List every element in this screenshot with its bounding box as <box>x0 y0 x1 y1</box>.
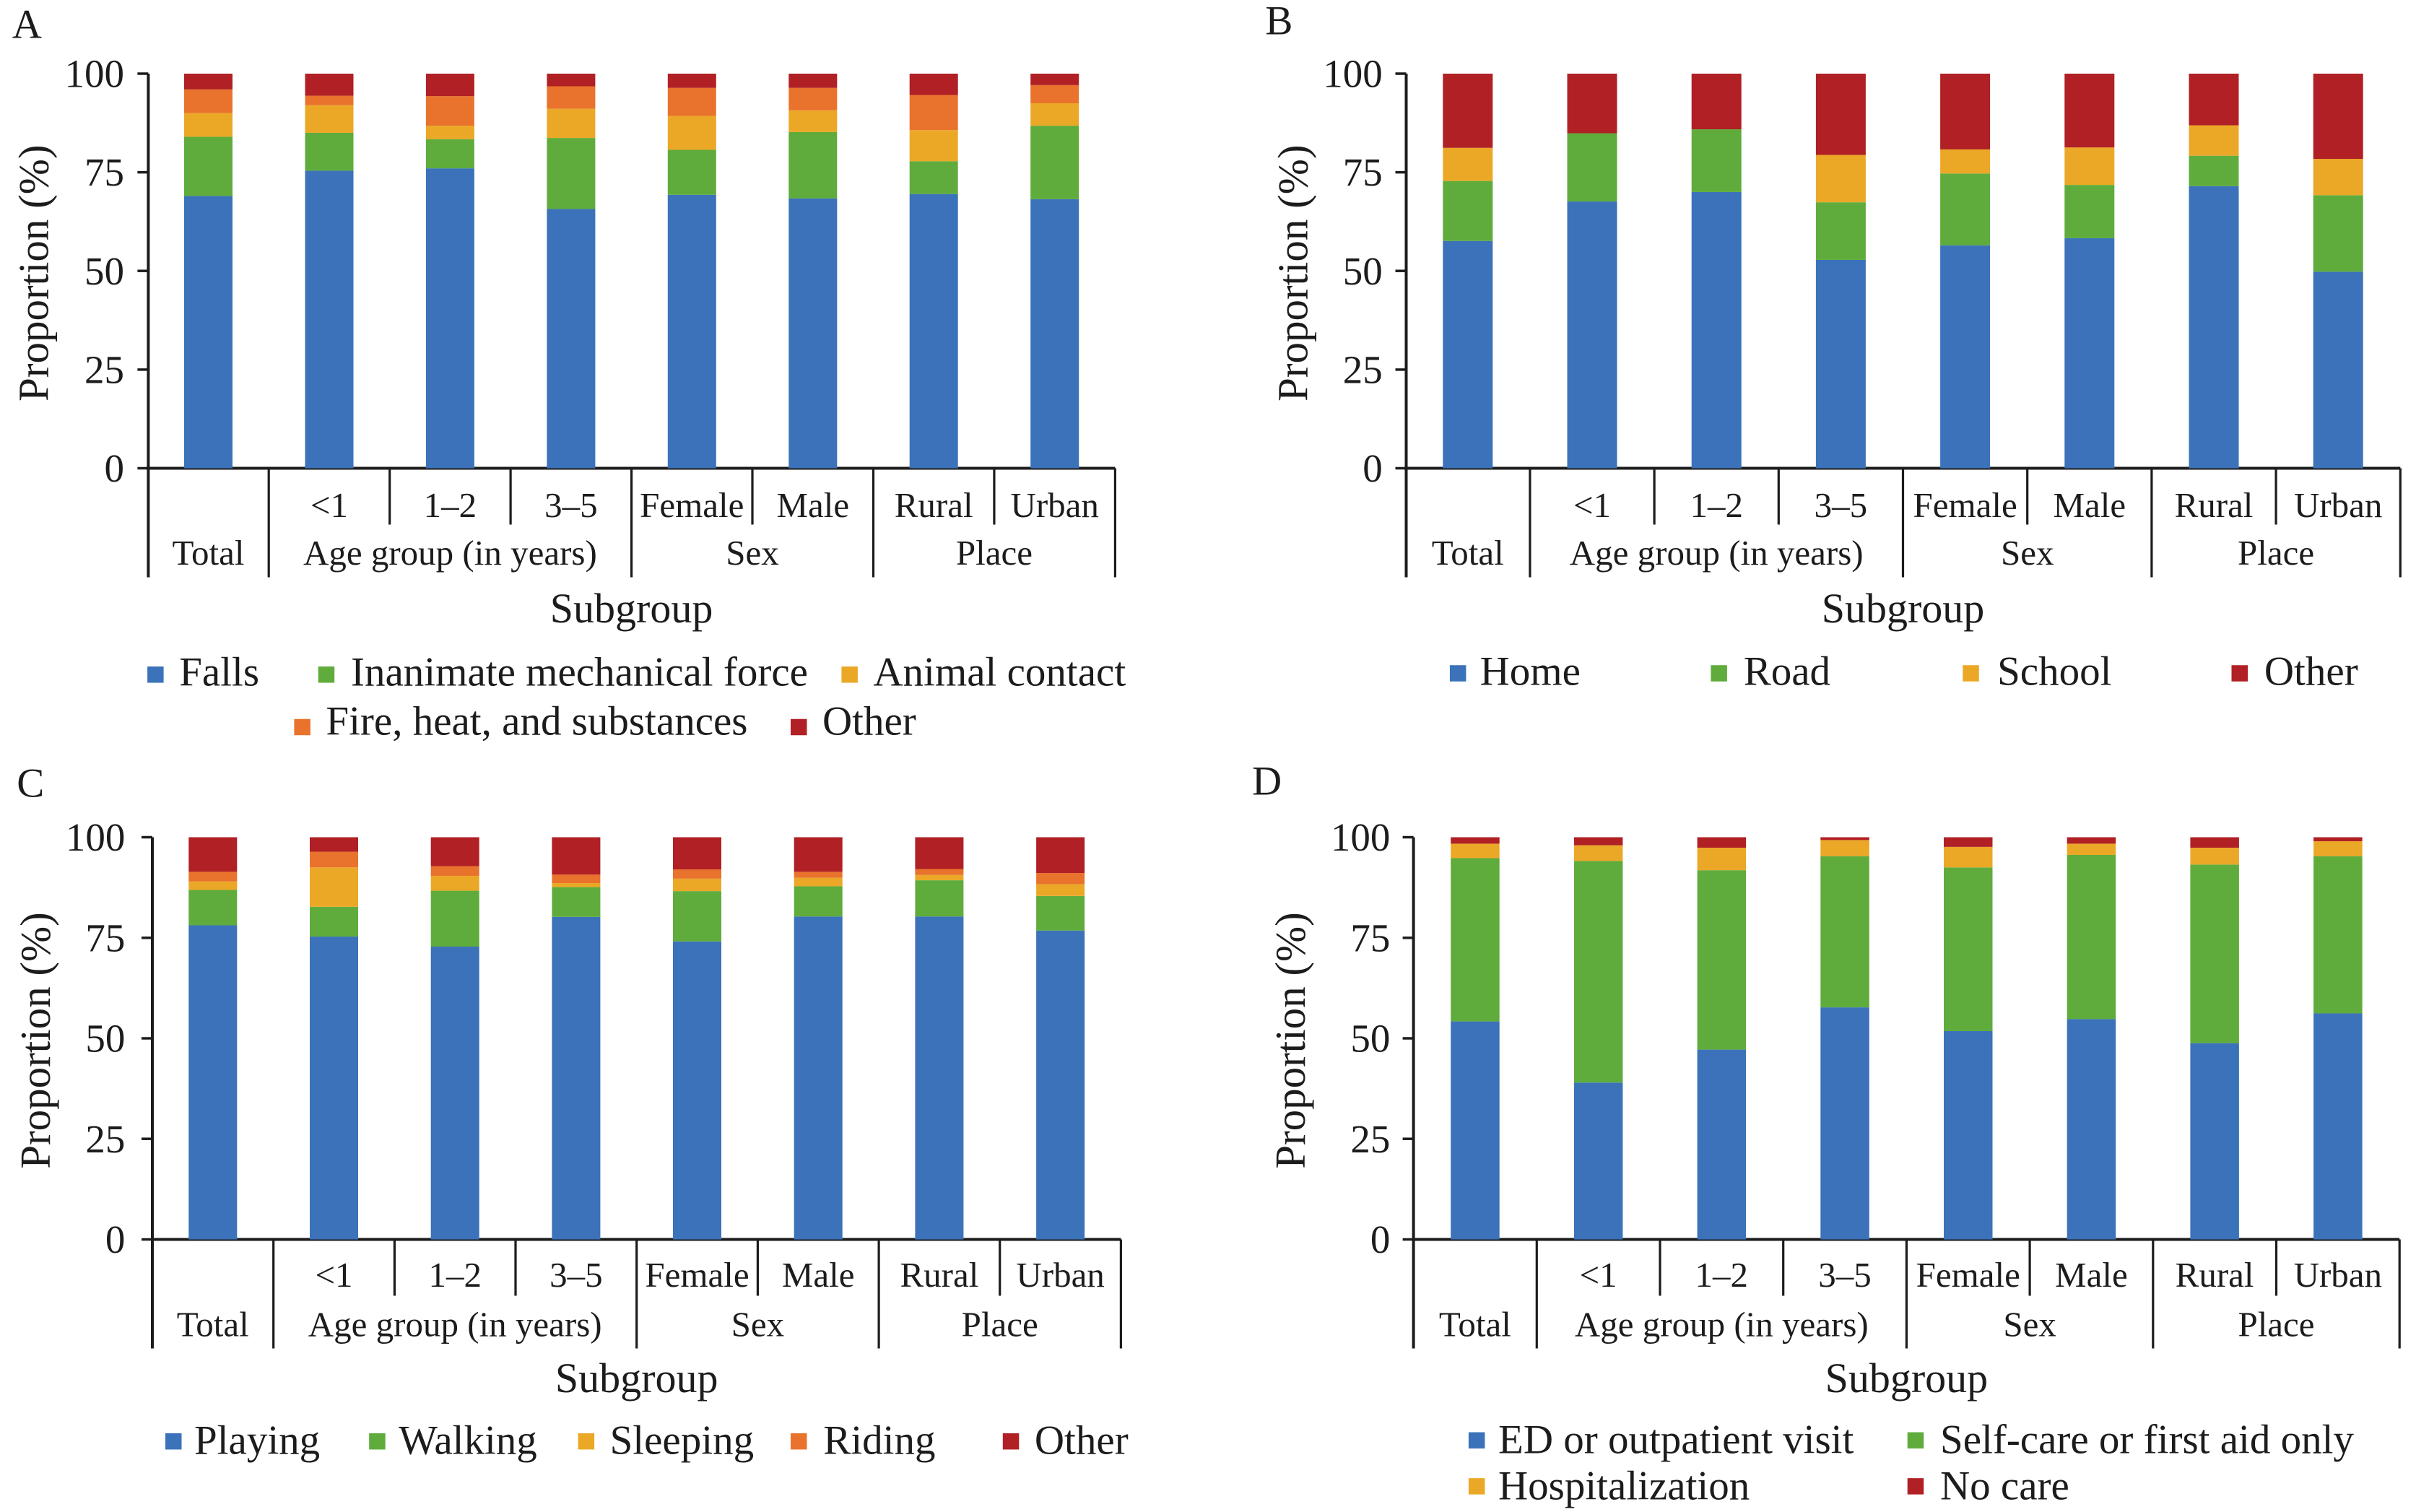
svg-text:1–2: 1–2 <box>428 1255 482 1295</box>
svg-text:Rural: Rural <box>900 1255 978 1295</box>
svg-text:Male: Male <box>776 485 849 525</box>
svg-text:Urban: Urban <box>1016 1255 1104 1295</box>
svg-text:Female: Female <box>1913 485 2017 525</box>
svg-text:Road: Road <box>1744 649 1830 695</box>
svg-text:Sex: Sex <box>731 1305 785 1344</box>
svg-text:Total: Total <box>173 533 245 573</box>
svg-text:Riding: Riding <box>823 1417 935 1463</box>
svg-text:Sex: Sex <box>2001 533 2054 573</box>
svg-text:Proportion (%): Proportion (%) <box>1266 912 1314 1169</box>
svg-text:Subgroup: Subgroup <box>1822 585 1985 632</box>
svg-text:Sex: Sex <box>726 533 779 573</box>
svg-text:Inanimate mechanical force: Inanimate mechanical force <box>351 649 808 695</box>
svg-text:Rural: Rural <box>895 485 973 525</box>
svg-text:1–2: 1–2 <box>424 485 477 525</box>
svg-text:Place: Place <box>2238 533 2314 573</box>
svg-text:75: 75 <box>1343 150 1383 194</box>
svg-text:75: 75 <box>84 150 124 194</box>
svg-text:100: 100 <box>1331 815 1391 859</box>
svg-text:100: 100 <box>1323 52 1383 96</box>
svg-text:<1: <1 <box>310 485 348 525</box>
svg-text:Subgroup: Subgroup <box>555 1355 718 1402</box>
svg-text:B: B <box>1265 0 1292 44</box>
svg-text:Place: Place <box>962 1305 1038 1344</box>
svg-text:School: School <box>1997 649 2111 695</box>
svg-text:Home: Home <box>1480 649 1581 695</box>
svg-text:0: 0 <box>1363 446 1383 490</box>
svg-text:Female: Female <box>1916 1255 2020 1295</box>
svg-text:75: 75 <box>1350 916 1390 960</box>
svg-text:Subgroup: Subgroup <box>1825 1355 1989 1402</box>
svg-text:100: 100 <box>65 52 125 96</box>
svg-text:0: 0 <box>105 1217 126 1261</box>
svg-text:Fire, heat, and substances: Fire, heat, and substances <box>326 699 747 744</box>
svg-text:Playing: Playing <box>194 1417 320 1463</box>
svg-text:50: 50 <box>1343 249 1383 293</box>
svg-text:Female: Female <box>640 485 744 525</box>
svg-text:C: C <box>17 761 44 807</box>
svg-text:<1: <1 <box>315 1255 352 1295</box>
svg-text:Self-care or first aid only: Self-care or first aid only <box>1940 1417 2354 1462</box>
svg-text:Rural: Rural <box>2176 1255 2254 1295</box>
svg-text:Total: Total <box>1439 1305 1511 1344</box>
svg-text:Animal contact: Animal contact <box>873 649 1126 695</box>
svg-text:Walking: Walking <box>399 1417 537 1463</box>
svg-text:3–5: 3–5 <box>1815 485 1868 525</box>
svg-text:No care: No care <box>1940 1464 2069 1509</box>
svg-text:50: 50 <box>84 249 124 293</box>
svg-text:1–2: 1–2 <box>1690 485 1743 525</box>
svg-text:Age group (in years): Age group (in years) <box>1570 533 1864 573</box>
svg-text:1–2: 1–2 <box>1695 1255 1749 1295</box>
svg-text:Other: Other <box>2264 649 2358 695</box>
svg-text:Urban: Urban <box>1010 485 1098 525</box>
svg-text:Male: Male <box>2053 485 2126 525</box>
svg-text:50: 50 <box>1350 1017 1390 1061</box>
svg-text:Proportion (%): Proportion (%) <box>1269 144 1317 401</box>
svg-text:Male: Male <box>782 1255 855 1295</box>
svg-text:Proportion (%): Proportion (%) <box>12 912 59 1169</box>
svg-text:0: 0 <box>1370 1217 1391 1261</box>
svg-text:3–5: 3–5 <box>1818 1255 1872 1295</box>
svg-text:75: 75 <box>85 916 125 960</box>
svg-text:3–5: 3–5 <box>544 485 598 525</box>
svg-text:Urban: Urban <box>2294 485 2382 525</box>
svg-text:Place: Place <box>956 533 1033 573</box>
svg-text:Proportion (%): Proportion (%) <box>10 144 58 401</box>
svg-text:100: 100 <box>66 815 126 859</box>
svg-text:A: A <box>12 2 42 48</box>
svg-text:3–5: 3–5 <box>549 1255 603 1295</box>
svg-text:Male: Male <box>2055 1255 2128 1295</box>
svg-text:Rural: Rural <box>2175 485 2254 525</box>
svg-text:ED or outpatient visit: ED or outpatient visit <box>1498 1417 1854 1462</box>
svg-text:Age group (in years): Age group (in years) <box>308 1305 602 1344</box>
svg-text:0: 0 <box>105 446 125 490</box>
svg-text:Female: Female <box>645 1255 749 1295</box>
svg-text:Subgroup: Subgroup <box>550 585 713 632</box>
svg-text:Total: Total <box>1432 533 1504 573</box>
svg-text:Hospitalization: Hospitalization <box>1498 1464 1750 1509</box>
svg-text:25: 25 <box>85 1117 125 1161</box>
svg-text:D: D <box>1252 759 1282 804</box>
svg-text:25: 25 <box>1350 1117 1390 1161</box>
svg-text:Urban: Urban <box>2294 1255 2382 1295</box>
svg-text:Age group (in years): Age group (in years) <box>1575 1305 1869 1344</box>
svg-text:50: 50 <box>85 1017 125 1061</box>
svg-text:Total: Total <box>177 1305 249 1344</box>
svg-text:Falls: Falls <box>179 649 259 695</box>
svg-text:25: 25 <box>84 348 124 392</box>
svg-text:Sex: Sex <box>2003 1305 2056 1344</box>
svg-text:Other: Other <box>822 699 916 744</box>
svg-text:Age group (in years): Age group (in years) <box>303 533 597 573</box>
svg-text:<1: <1 <box>1573 485 1611 525</box>
svg-text:<1: <1 <box>1580 1255 1617 1295</box>
svg-text:Sleeping: Sleeping <box>610 1417 754 1463</box>
svg-text:Place: Place <box>2238 1305 2314 1344</box>
svg-text:25: 25 <box>1343 348 1383 392</box>
svg-text:Other: Other <box>1035 1417 1129 1463</box>
